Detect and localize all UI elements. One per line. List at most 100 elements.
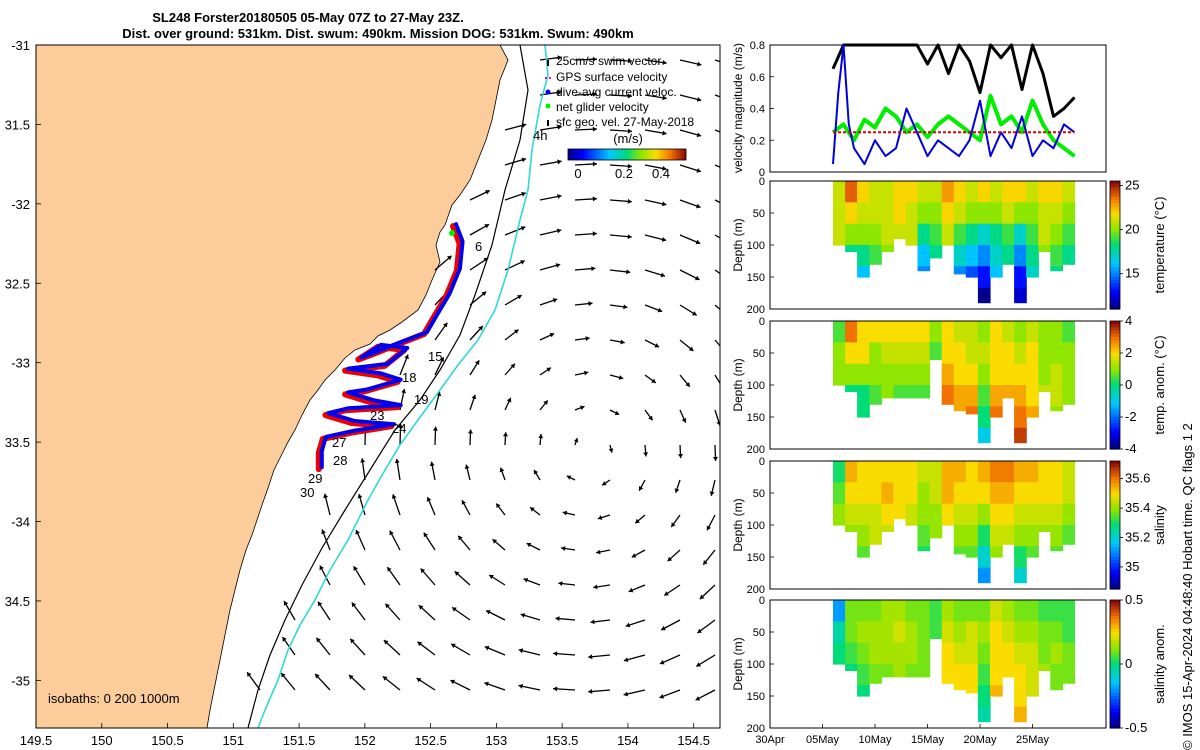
- map-colorbar-segment: [612, 149, 615, 160]
- section-cell: [941, 621, 955, 644]
- section-colorbar-segment: [1110, 375, 1120, 380]
- map-x-tick-label: 149.5: [20, 733, 53, 748]
- velocity-arrowhead: [538, 434, 544, 439]
- section-colorbar-segment: [1110, 505, 1120, 510]
- map-y-tick-label: -35: [11, 673, 30, 688]
- section-cell: [977, 406, 991, 429]
- velocity-arrowhead: [426, 497, 432, 502]
- section-cell: [917, 385, 931, 399]
- section-cell: [977, 503, 991, 526]
- section-cell: [845, 363, 858, 386]
- section-cell: [965, 406, 979, 415]
- section-cell: [990, 642, 1003, 665]
- section-y-tick-label: 200: [747, 723, 765, 735]
- velocity-arrowhead: [688, 346, 694, 351]
- section-y-tick-label: 150: [747, 691, 765, 703]
- velocity-arrow: [714, 269, 720, 275]
- section-colorbar-segment: [1110, 708, 1120, 713]
- section-cell: [1002, 600, 1015, 622]
- velocity-arrowhead: [593, 584, 598, 590]
- section-cell: [881, 525, 894, 532]
- section-cell: [857, 406, 870, 418]
- section-cell: [1062, 202, 1076, 225]
- velocity-arrowhead: [555, 263, 561, 268]
- section-cell: [990, 546, 1003, 558]
- section-cell: [881, 461, 894, 483]
- velocity-axes: [769, 44, 1107, 173]
- section-cell: [977, 642, 991, 665]
- section-colorbar-segment: [1110, 537, 1120, 542]
- map-colorbar-segment: [660, 149, 663, 160]
- velocity-arrowhead: [496, 503, 501, 509]
- annotation-label: 15: [428, 349, 442, 364]
- section-cell: [941, 363, 955, 386]
- map-colorbar-segment: [628, 149, 631, 160]
- velocity-arrowhead: [623, 304, 628, 310]
- section-cell: [905, 223, 919, 246]
- section-cell: [833, 642, 846, 665]
- map-colorbar-segment: [642, 149, 645, 160]
- section-cell: [845, 385, 858, 392]
- section-cell: [1026, 503, 1039, 526]
- section-colorbar-segment: [1110, 483, 1120, 488]
- section-colorbar-segment: [1110, 489, 1120, 494]
- map-colorbar-segment: [656, 149, 659, 160]
- section-colorbar-segment: [1110, 353, 1120, 357]
- section-colorbar-segment: [1110, 324, 1120, 328]
- section-cell: [1014, 461, 1027, 483]
- map-colorbar-segment: [614, 149, 617, 160]
- section-colorbar-segment: [1110, 277, 1120, 281]
- section-colorbar-segment: [1110, 241, 1120, 246]
- section-colorbar-segment: [1110, 404, 1120, 408]
- velocity-arrowhead: [591, 266, 596, 272]
- annotation-label: 4h: [533, 128, 547, 143]
- section-colorbar-segment: [1110, 579, 1120, 584]
- section-colorbar-segment: [1110, 467, 1120, 472]
- section-cell: [917, 321, 931, 343]
- section-colorbar-segment: [1110, 632, 1120, 636]
- section-cell: [1050, 525, 1063, 547]
- velocity-arrowhead: [382, 676, 388, 681]
- section-cell: [881, 342, 894, 365]
- section-colorbar-segment: [1110, 238, 1120, 243]
- section-y-tick-label: 100: [747, 380, 765, 392]
- colorbar-tick-label: 15: [1125, 266, 1139, 281]
- section-cell: [1014, 287, 1027, 304]
- section-colorbar-segment: [1110, 680, 1120, 684]
- section-colorbar-segment: [1110, 362, 1120, 367]
- section-colorbar-segment: [1110, 573, 1120, 577]
- section-cell: [917, 546, 931, 552]
- annotation-label: 18: [402, 370, 416, 385]
- section-cell: [1002, 385, 1015, 399]
- velocity-arrowhead: [461, 500, 466, 505]
- annotation-label: 29: [308, 471, 322, 486]
- map-colorbar-segment: [570, 149, 573, 160]
- section-colorbar-segment: [1110, 426, 1120, 431]
- section-x-tick-label: 05May: [806, 734, 840, 746]
- section-cell: [929, 181, 943, 203]
- section-cell: [881, 223, 894, 246]
- velocity-arrowhead: [481, 291, 487, 296]
- section-cell: [1002, 342, 1015, 365]
- velocity-arrowhead: [627, 163, 632, 169]
- colorbar-tick-label: 0: [1125, 377, 1132, 392]
- section-cell: [977, 706, 991, 723]
- section-colorbar-segment: [1110, 609, 1120, 614]
- section-cell: [1026, 642, 1039, 665]
- section-cell: [990, 664, 1003, 686]
- section-colorbar-segment: [1110, 477, 1120, 481]
- section-cell: [833, 461, 846, 483]
- map-colorbar-segment: [608, 149, 611, 160]
- map-colorbar-label: (m/s): [613, 131, 643, 146]
- section-cell: [977, 181, 991, 203]
- velocity-arrowhead: [627, 58, 632, 64]
- section-colorbar-segment: [1110, 257, 1120, 262]
- section-colorbar-segment: [1110, 213, 1120, 217]
- section-cell: [905, 363, 919, 386]
- section-cell: [869, 181, 882, 203]
- section-x-tick-label: 25May: [1016, 734, 1050, 746]
- section-colorbar-segment: [1110, 321, 1120, 325]
- section-cell: [905, 385, 919, 399]
- section-cell: [1062, 503, 1076, 526]
- velocity-arrowhead: [661, 237, 667, 242]
